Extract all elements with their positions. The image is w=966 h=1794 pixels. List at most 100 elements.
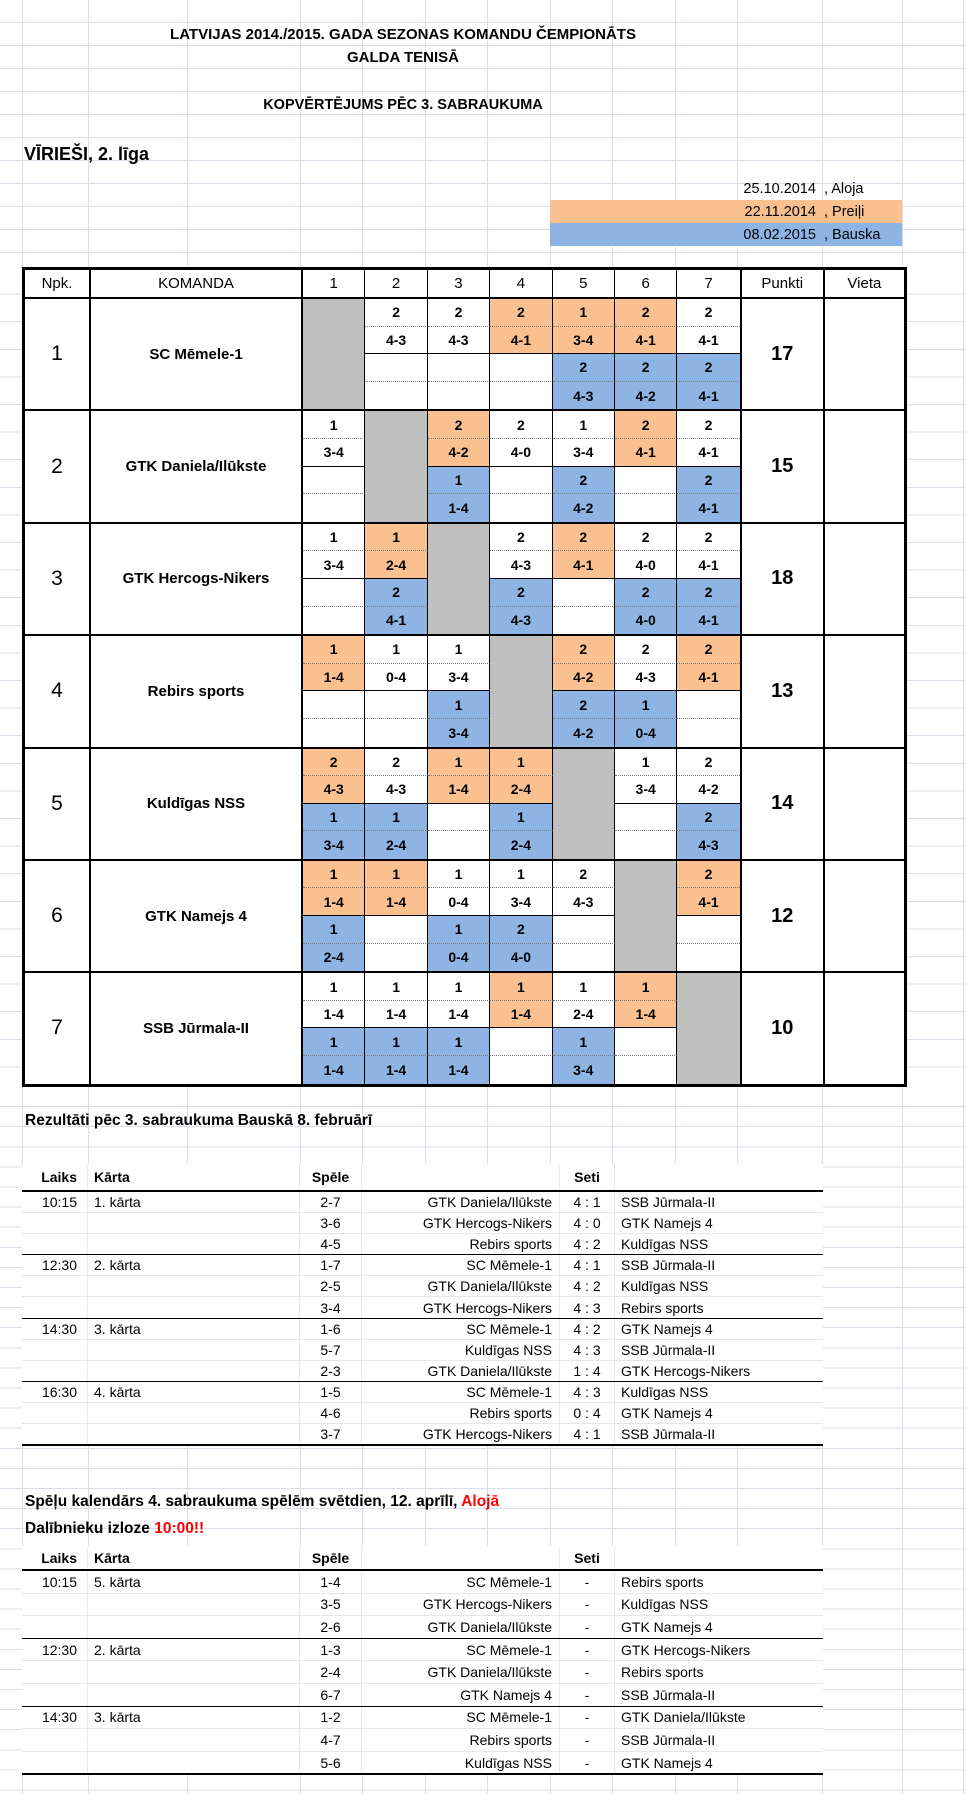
match-sets: -	[560, 1683, 615, 1706]
page-title-2: GALDA TENISĀ	[347, 49, 459, 66]
match-sets: 4 : 3	[560, 1381, 615, 1402]
match-score-cell	[365, 381, 428, 410]
match-away-team: SSB Jūrmala-II	[621, 1426, 716, 1443]
match-home-team: Kuldīgas NSS	[362, 1339, 560, 1360]
match-home-team: Rebirs sports	[362, 1234, 560, 1255]
match-time	[22, 1424, 88, 1445]
match-sets: 0 : 4	[560, 1402, 615, 1424]
match-round: 2. kārta	[88, 1255, 300, 1276]
match-score-cell: 4-2	[552, 663, 615, 692]
match-score-cell	[552, 606, 615, 635]
self-match-cell	[303, 299, 366, 410]
match-points-cell: 2	[490, 299, 553, 327]
match-home-team: GTK Hercogs-Nikers	[362, 1424, 560, 1445]
header-blank	[362, 1546, 560, 1569]
match-points-cell: 1	[303, 523, 366, 552]
match-sets: 4 : 3	[560, 1297, 615, 1318]
schedule-title-text: Spēļu kalendārs 4. sabraukuma spēlēm svē…	[25, 1493, 462, 1510]
match-points-cell: 2	[490, 578, 553, 607]
match-sets: 4 : 0	[560, 1213, 615, 1234]
match-row: 5-6 Kuldīgas NSS - GTK Namejs 4	[22, 1750, 823, 1774]
match-points-cell	[365, 354, 428, 382]
match-points-cell: 1	[427, 691, 491, 719]
match-home-team: GTK Daniela/Ilūkste	[362, 1661, 560, 1683]
match-round	[88, 1297, 300, 1318]
match-away-team: SSB Jūrmala-II	[621, 1194, 716, 1211]
team-place	[825, 973, 904, 1083]
header-col-2: 2	[365, 270, 428, 297]
match-score-cell: 2-4	[490, 831, 553, 859]
match-time	[22, 1661, 88, 1683]
self-match-cell	[427, 523, 491, 635]
match-points-cell: 1	[490, 973, 553, 1001]
match-home-team: SC Mēmele-1	[362, 1255, 560, 1276]
match-row: 3-4 GTK Hercogs-Nikers 4 : 3 Rebirs sports	[22, 1296, 823, 1318]
team-points: 18	[739, 523, 825, 635]
match-score-cell: 3-4	[614, 776, 678, 804]
schedule-title-location: Alojā	[461, 1493, 500, 1510]
match-score-cell: 0-4	[365, 663, 428, 692]
legend-date: 08.02.2015	[743, 226, 816, 243]
schedule-table: Laiks Kārta Spēle Seti 10:15 5. kārta 1-4 S…	[22, 1546, 823, 1776]
match-score-cell: 2-4	[303, 943, 366, 972]
header-punkti: Punkti	[739, 270, 825, 297]
match-home-team: GTK Daniela/Ilūkste	[362, 1276, 560, 1297]
match-points-cell: 2	[365, 748, 428, 777]
match-points-cell: 1	[427, 973, 491, 1001]
match-points-cell: 2	[614, 354, 678, 382]
match-time: 12:30	[22, 1638, 88, 1661]
page-title: LATVIJAS 2014./2015. GADA SEZONAS KOMAND…	[170, 26, 636, 43]
match-code: 1-6	[300, 1318, 362, 1339]
match-sets: 4 : 2	[560, 1318, 615, 1339]
match-points-cell: 1	[427, 860, 491, 889]
match-round	[88, 1360, 300, 1381]
match-score-cell: 4-3	[552, 888, 615, 917]
match-points-cell: 2	[677, 636, 740, 664]
match-score-cell: 4-3	[490, 551, 553, 579]
match-points-cell	[552, 578, 615, 607]
header-blank	[615, 1164, 823, 1190]
team-number: 2	[25, 411, 91, 522]
match-score-cell	[490, 381, 553, 410]
match-away-team: GTK Namejs 4	[621, 1215, 713, 1232]
match-points-cell: 1	[365, 523, 428, 552]
match-time	[22, 1751, 88, 1774]
header-npk: Npk.	[25, 270, 91, 297]
match-home-team: GTK Daniela/Ilūkste	[362, 1360, 560, 1381]
header-karta: Kārta	[88, 1164, 300, 1190]
match-home-team: GTK Daniela/Ilūkste	[362, 1616, 560, 1638]
match-points-cell	[365, 691, 428, 719]
legend-date: 22.11.2014	[744, 203, 817, 220]
match-score-cell: 3-4	[552, 438, 615, 467]
team-name: SC Mēmele-1	[91, 299, 303, 410]
match-score-cell: 2-4	[552, 1000, 615, 1029]
match-away-team: GTK Namejs 4	[621, 1320, 713, 1337]
header-col-4: 4	[490, 270, 553, 297]
match-home-team: SC Mēmele-1	[362, 1318, 560, 1339]
match-score-cell: 4-2	[677, 776, 740, 804]
match-score-cell: 0-4	[427, 888, 491, 917]
match-score-cell	[303, 606, 366, 635]
standings-table: Npk. KOMANDA 1 2 3 4 5 6 7 Punkti Vieta …	[22, 267, 907, 1087]
match-score-cell	[490, 494, 553, 522]
self-match-cell	[552, 748, 615, 859]
page-subtitle: KOPVĒRTĒJUMS PĒC 3. SABRAUKUMA	[263, 97, 543, 113]
match-points-cell: 2	[552, 354, 615, 382]
match-points-cell	[303, 578, 366, 607]
match-score-cell: 3-4	[427, 718, 491, 747]
team-points: 15	[739, 411, 825, 522]
match-score-cell: 1-4	[427, 776, 491, 804]
match-score-cell: 1-4	[427, 1056, 491, 1084]
team-number: 7	[25, 973, 91, 1084]
match-points-cell	[614, 1028, 678, 1057]
match-score-cell: 4-1	[677, 494, 740, 522]
match-score-cell: 4-3	[552, 381, 615, 410]
match-row: 4-6 Rebirs sports 0 : 4 GTK Namejs 4	[22, 1401, 823, 1424]
match-away-team: GTK Daniela/Ilūkste	[621, 1709, 746, 1726]
match-away-team: Rebirs sports	[621, 1299, 704, 1316]
team-place	[825, 411, 904, 521]
standings-header-row: Npk. KOMANDA 1 2 3 4 5 6 7 Punkti Vieta	[25, 270, 904, 299]
match-score-cell: 2-4	[365, 831, 428, 859]
match-points-cell: 1	[365, 1028, 428, 1057]
match-score-cell	[614, 1056, 678, 1084]
